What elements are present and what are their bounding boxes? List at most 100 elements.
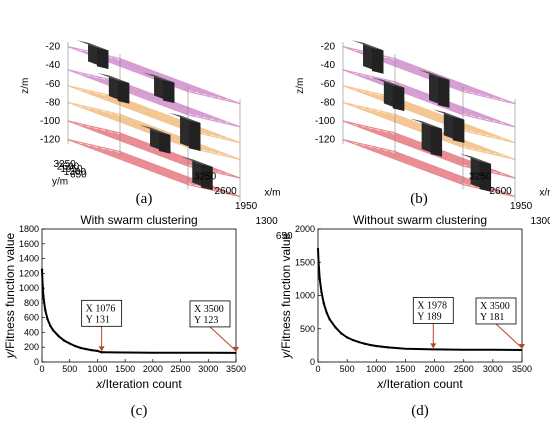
x-tick-label: 3500 <box>512 364 532 374</box>
z-axis-label: z/m <box>295 78 306 94</box>
z-tick-label: -20 <box>46 42 61 53</box>
data-point <box>363 343 365 345</box>
x-tick-label: 1000 <box>87 364 107 374</box>
y-axis-label: y/Fitness function value <box>3 232 17 359</box>
x-tick-label: 2600 <box>489 186 512 197</box>
x-tick-label: 3250 <box>469 171 492 182</box>
x-tick-label: 3000 <box>198 364 218 374</box>
data-point <box>96 350 98 352</box>
datatip-y: Y 189 <box>417 311 441 322</box>
data-point <box>46 318 48 320</box>
y-tick-label: 400 <box>24 327 39 337</box>
data-point <box>85 348 87 350</box>
datatip-arrow <box>496 324 522 348</box>
data-point <box>340 332 342 334</box>
block-side <box>438 77 449 108</box>
data-point <box>74 345 76 347</box>
z-tick-label: -80 <box>321 97 336 108</box>
x-tick-label: 0 <box>315 364 320 374</box>
x-tick-label: 1950 <box>510 201 533 212</box>
z-tick-label: -40 <box>321 60 336 71</box>
y-tick-label: 1000 <box>19 283 39 293</box>
chart-title: With swarm clustering <box>80 213 197 227</box>
x-axis-label: x/Iteration count <box>376 377 463 391</box>
z-tick-label: -60 <box>321 79 336 90</box>
datatip-arrowhead <box>430 343 436 348</box>
y-tick-label: 1000 <box>295 291 315 301</box>
x-axis-label-rest: /Iteration count <box>102 377 182 391</box>
x-tick-label: 1950 <box>235 201 258 212</box>
pipe-segment <box>358 144 464 184</box>
data-point <box>317 261 319 263</box>
data-point <box>323 302 325 304</box>
datatip-x: X 1076 <box>86 303 116 314</box>
x-tick-label: 2000 <box>143 364 163 374</box>
y-tick-label: 1600 <box>19 239 39 249</box>
y-tick-label: 800 <box>24 298 39 308</box>
data-point <box>317 248 319 250</box>
x-tick-label: 500 <box>62 364 77 374</box>
y-axis-label: y/Fitness function value <box>279 232 293 359</box>
block-side <box>189 120 200 151</box>
data-point <box>328 318 330 320</box>
data-point <box>49 325 51 327</box>
block-side <box>453 117 464 143</box>
pipe-segment <box>83 144 189 184</box>
x-tick-label: 1300 <box>255 216 278 227</box>
y-tick-label: 650 <box>70 169 87 180</box>
block-side <box>97 48 108 69</box>
x-axis-label-rest: /Iteration count <box>383 377 463 391</box>
datatip-y: Y 181 <box>480 312 504 323</box>
z-tick-label: -120 <box>40 135 60 146</box>
data-point <box>41 268 43 270</box>
z-axis-label: z/m <box>20 78 31 94</box>
x-tick-label: 500 <box>340 364 355 374</box>
x-tick-label: 1500 <box>395 364 415 374</box>
x-tick-label: 1000 <box>366 364 386 374</box>
x-axis-label: x/m <box>264 188 280 199</box>
plot-frame <box>318 229 522 362</box>
datatip-y: Y 123 <box>194 315 218 326</box>
y-tick-label: 0 <box>310 357 315 367</box>
data-point <box>369 344 371 346</box>
panel-caption: (d) <box>411 403 429 419</box>
pipe-segment <box>372 147 478 187</box>
x-axis-label: x/m <box>539 188 550 199</box>
data-point <box>319 278 321 280</box>
y-axis-label-rest: /Fitness function value <box>3 232 17 352</box>
data-point <box>320 291 322 293</box>
x-tick-label: 2600 <box>214 186 237 197</box>
y-tick-label: 1800 <box>19 224 39 234</box>
datatip-x: X 3500 <box>480 301 510 312</box>
x-tick-label: 0 <box>39 364 44 374</box>
y-tick-label: 1200 <box>19 268 39 278</box>
y-tick-label: 2000 <box>295 224 315 234</box>
panel-b-3d-plot: -20-40-60-80-100-120z/m32502600195013006… <box>295 40 550 242</box>
x-tick-label: 2500 <box>454 364 474 374</box>
data-point <box>334 326 336 328</box>
data-point <box>352 339 354 341</box>
block-side <box>393 85 404 111</box>
x-tick-label: 1500 <box>115 364 135 374</box>
z-tick-label: -80 <box>46 97 61 108</box>
data-point <box>358 341 360 343</box>
x-tick-label: 3500 <box>226 364 246 374</box>
data-point <box>69 342 71 344</box>
data-point <box>326 312 328 314</box>
panel-caption: (c) <box>131 403 148 419</box>
x-tick-label: 3000 <box>483 364 503 374</box>
z-tick-label: -20 <box>321 42 336 53</box>
plot-frame <box>42 229 236 362</box>
datatip-annotation: X 3500Y 123 <box>190 301 239 352</box>
y-tick-label: 1500 <box>295 257 315 267</box>
panel-d-chart: Without swarm clustering 0 500 1000 1500 2000… <box>279 213 532 419</box>
datatip-annotation: X 1076Y 131 <box>82 300 122 351</box>
data-point <box>375 345 377 347</box>
data-point <box>63 339 65 341</box>
data-point <box>91 349 93 351</box>
datatip-arrow <box>210 327 236 351</box>
datatip-y: Y 131 <box>86 314 110 325</box>
datatip-x: X 3500 <box>194 304 224 315</box>
